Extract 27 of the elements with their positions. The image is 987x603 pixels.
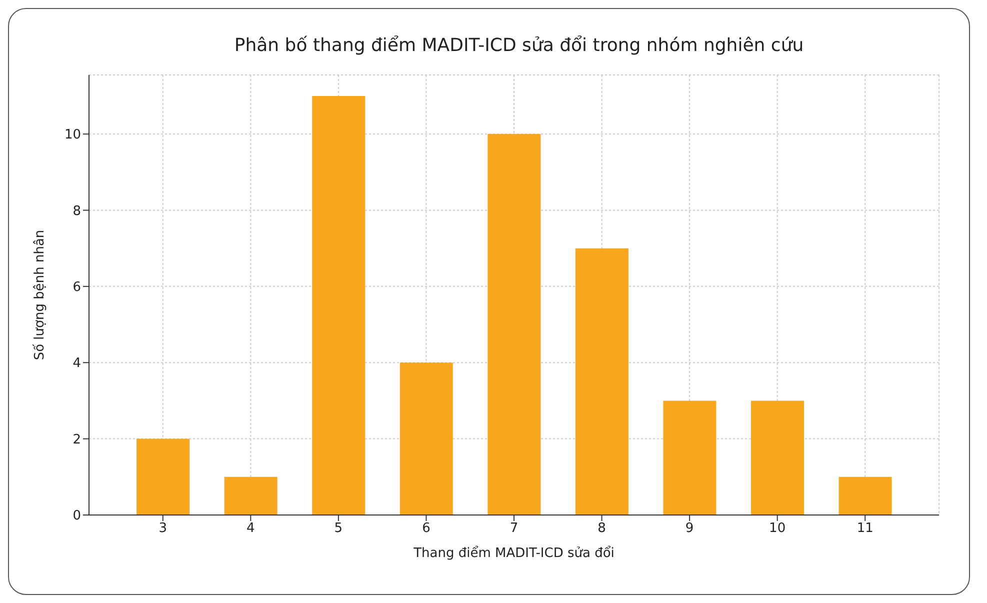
y-tick-label: 6 bbox=[72, 280, 81, 296]
bar bbox=[751, 400, 804, 515]
bar bbox=[312, 96, 366, 515]
y-tick-label: 2 bbox=[72, 432, 81, 448]
x-tick-label: 3 bbox=[158, 521, 168, 536]
bar bbox=[663, 400, 716, 515]
x-axis-title: Thang điểm MADIT-ICD sửa đổi bbox=[412, 545, 614, 561]
bar bbox=[488, 134, 541, 515]
x-tick-label: 6 bbox=[422, 521, 430, 536]
y-tick-label: 0 bbox=[72, 508, 81, 524]
x-tick-label: 8 bbox=[598, 521, 606, 536]
x-tick-label: 4 bbox=[246, 521, 255, 536]
bar bbox=[575, 248, 628, 515]
bar bbox=[224, 476, 278, 515]
y-tick-label: 4 bbox=[72, 356, 81, 372]
x-tick-label: 10 bbox=[769, 521, 786, 536]
x-tick-label: 9 bbox=[685, 521, 694, 536]
y-tick-label: 10 bbox=[64, 128, 81, 143]
x-tick-label: 7 bbox=[510, 521, 518, 536]
bar bbox=[136, 438, 190, 515]
x-tick-label: 5 bbox=[334, 521, 343, 536]
y-tick-label: 8 bbox=[72, 204, 81, 219]
bar bbox=[400, 362, 453, 515]
chart-title: Phân bố thang điểm MADIT-ICD sửa đổi trong nhóm nghiên cứu bbox=[233, 34, 805, 58]
y-axis-title: Số lượng bệnh nhân bbox=[32, 230, 48, 360]
bar bbox=[838, 476, 892, 515]
x-tick-label: 11 bbox=[856, 521, 874, 536]
